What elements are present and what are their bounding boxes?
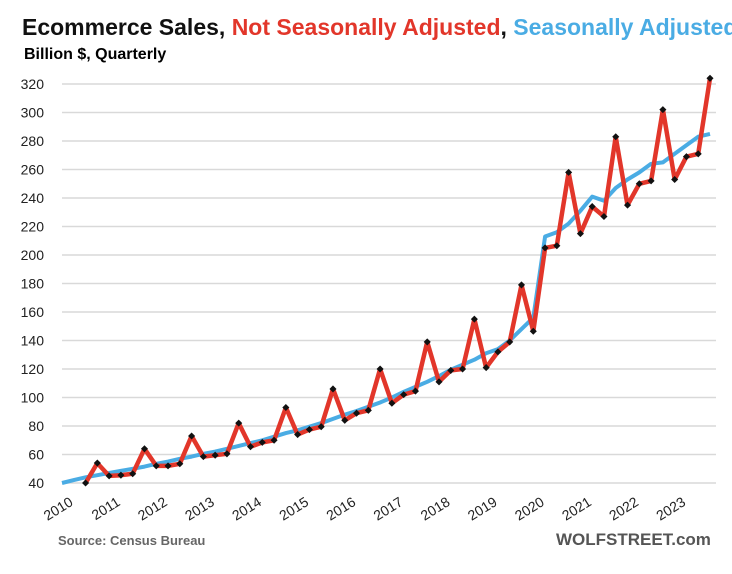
data-point-marker bbox=[341, 416, 349, 424]
data-point-marker bbox=[376, 365, 384, 373]
data-point-marker bbox=[482, 364, 490, 372]
data-point-marker bbox=[329, 385, 337, 393]
y-tick-label: 80 bbox=[28, 418, 44, 434]
data-point-marker bbox=[470, 315, 478, 323]
data-point-marker bbox=[612, 133, 620, 141]
y-tick-label: 320 bbox=[21, 76, 45, 92]
data-point-marker bbox=[211, 451, 219, 459]
y-tick-label: 40 bbox=[28, 475, 44, 491]
data-point-marker bbox=[199, 453, 207, 461]
series-line-nsa bbox=[83, 77, 713, 485]
title-part: Seasonally Adjusted bbox=[513, 14, 732, 40]
x-tick-label: 2020 bbox=[512, 493, 547, 523]
data-point-marker bbox=[411, 387, 419, 395]
data-point-marker bbox=[176, 460, 184, 468]
data-point-marker bbox=[435, 378, 443, 386]
y-tick-label: 100 bbox=[21, 390, 45, 406]
data-point-marker bbox=[541, 244, 549, 252]
chart-title: Ecommerce Sales, Not Seasonally Adjusted… bbox=[22, 14, 732, 41]
data-point-marker bbox=[235, 419, 243, 427]
data-point-marker bbox=[105, 472, 113, 480]
data-point-marker bbox=[164, 462, 172, 470]
data-point-marker bbox=[706, 74, 714, 82]
title-part: , bbox=[500, 14, 514, 40]
chart-subtitle: Billion $, Quarterly bbox=[24, 46, 167, 63]
data-point-marker bbox=[517, 281, 526, 289]
data-point-marker bbox=[659, 106, 667, 114]
data-point-marker bbox=[400, 391, 408, 399]
data-point-marker bbox=[140, 445, 149, 453]
x-tick-label: 2021 bbox=[559, 493, 594, 523]
data-point-marker bbox=[423, 338, 431, 346]
y-tick-label: 140 bbox=[21, 333, 45, 349]
x-tick-label: 2017 bbox=[371, 493, 406, 523]
data-point-marker bbox=[388, 399, 396, 407]
data-point-marker bbox=[82, 479, 90, 487]
data-point-marker bbox=[188, 432, 196, 440]
brand-logo: WOLFSTREET.com bbox=[556, 530, 711, 549]
x-tick-label: 2022 bbox=[606, 493, 641, 523]
data-point-marker bbox=[459, 365, 467, 373]
y-tick-label: 240 bbox=[21, 190, 45, 206]
y-tick-label: 160 bbox=[21, 304, 45, 320]
x-tick-label: 2014 bbox=[229, 493, 264, 523]
data-point-marker bbox=[565, 168, 573, 176]
source-note: Source: Census Bureau bbox=[58, 533, 206, 548]
title-part: Ecommerce Sales, bbox=[22, 14, 232, 40]
data-point-marker bbox=[671, 175, 679, 184]
y-tick-label: 220 bbox=[21, 219, 45, 235]
data-point-marker bbox=[117, 471, 125, 479]
y-tick-label: 200 bbox=[21, 247, 45, 263]
y-tick-label: 260 bbox=[21, 162, 45, 178]
x-tick-label: 2016 bbox=[323, 493, 358, 523]
x-tick-label: 2010 bbox=[41, 493, 76, 523]
data-point-marker bbox=[223, 450, 231, 458]
data-point-marker bbox=[600, 212, 608, 221]
data-point-marker bbox=[506, 338, 514, 346]
data-point-marker bbox=[152, 462, 160, 470]
data-point-marker bbox=[246, 443, 255, 451]
data-point-marker bbox=[553, 242, 561, 250]
data-point-marker bbox=[258, 438, 266, 446]
data-point-marker bbox=[682, 153, 690, 161]
data-point-marker bbox=[647, 177, 655, 185]
y-tick-label: 300 bbox=[21, 105, 45, 121]
data-point-marker bbox=[694, 150, 702, 158]
x-tick-label: 2018 bbox=[418, 493, 453, 523]
data-point-marker bbox=[93, 459, 101, 467]
x-tick-label: 2013 bbox=[182, 493, 217, 523]
y-tick-label: 280 bbox=[21, 133, 45, 149]
y-tick-label: 120 bbox=[21, 361, 45, 377]
x-tick-label: 2012 bbox=[135, 493, 170, 523]
x-tick-label: 2015 bbox=[276, 493, 311, 523]
data-point-marker bbox=[353, 409, 361, 417]
x-tick-label: 2011 bbox=[89, 493, 123, 523]
x-tick-label: 2023 bbox=[653, 493, 688, 523]
data-point-marker bbox=[588, 203, 596, 211]
y-tick-label: 60 bbox=[28, 447, 44, 463]
data-point-marker bbox=[270, 436, 278, 444]
data-point-marker bbox=[494, 348, 502, 356]
data-point-marker bbox=[635, 180, 643, 188]
data-point-marker bbox=[305, 426, 313, 434]
data-point-marker bbox=[129, 470, 137, 478]
data-point-marker bbox=[364, 406, 372, 414]
title-part: Not Seasonally Adjusted bbox=[231, 14, 501, 40]
data-point-marker bbox=[447, 366, 455, 374]
data-point-marker bbox=[529, 327, 537, 335]
series-line-sa bbox=[61, 131, 711, 485]
data-point-marker bbox=[623, 201, 632, 209]
data-point-marker bbox=[282, 403, 290, 412]
x-tick-label: 2019 bbox=[465, 493, 500, 523]
y-tick-label: 180 bbox=[21, 276, 45, 292]
data-point-marker bbox=[294, 431, 302, 439]
data-point-marker bbox=[576, 230, 584, 238]
data-point-marker bbox=[317, 423, 325, 431]
